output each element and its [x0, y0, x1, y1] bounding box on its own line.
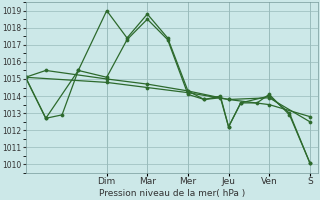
- X-axis label: Pression niveau de la mer( hPa ): Pression niveau de la mer( hPa ): [99, 189, 245, 198]
